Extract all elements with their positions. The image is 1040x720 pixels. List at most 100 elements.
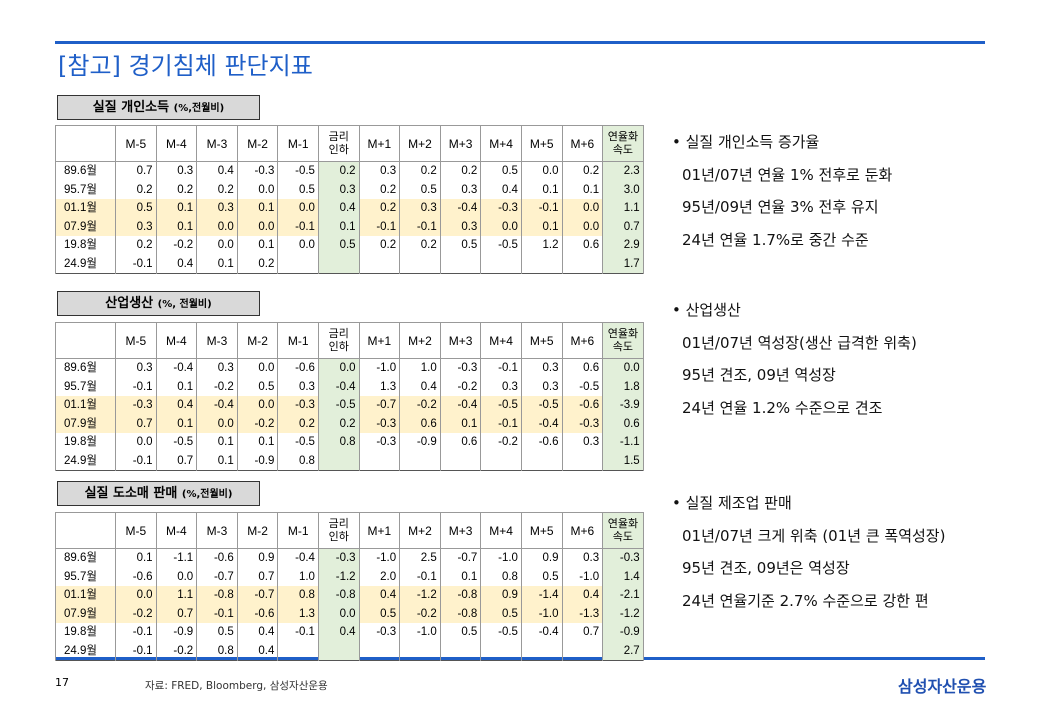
- data-row: 07.9월 0.3 0.1 0.0 0.0 -0.1 0.1 -0.1 -0.1 0.3 0.0 0.…: [55, 217, 644, 236]
- cell: 0.8: [480, 567, 522, 586]
- data-row: 24.9월 -0.1 0.4 0.1 0.2 1.7: [55, 254, 644, 274]
- row-date: 19.8월: [55, 623, 116, 642]
- cell: -1.3: [561, 604, 604, 623]
- cell: 0.4: [196, 161, 238, 181]
- column-header: M+3: [439, 512, 482, 549]
- label-unit: (%, 전월비): [157, 299, 212, 310]
- cell: -0.2: [196, 377, 238, 396]
- data-row: 07.9월 0.7 0.1 0.0 -0.2 0.2 0.2 -0.3 0.6 0.1 -0.1 -0…: [55, 414, 644, 433]
- cell: 0.2: [277, 414, 319, 433]
- cell: -0.5: [480, 396, 522, 415]
- cell: -0.5: [480, 623, 522, 642]
- cell: -0.3: [358, 414, 401, 433]
- cell: 2.9: [602, 236, 644, 255]
- cell: 0.0: [196, 217, 238, 236]
- data-row: 89.6월 0.1 -1.1 -0.6 0.9 -0.4 -0.3 -1.0 2.5 -0.7 -1…: [55, 548, 644, 568]
- cell: -0.5: [520, 396, 563, 415]
- column-header: M+6: [561, 125, 604, 162]
- header-line: 인하: [328, 143, 349, 156]
- cell: 0.8: [317, 433, 360, 452]
- cell: -0.3: [277, 396, 319, 415]
- cell: 2.7: [602, 641, 644, 661]
- cell: -0.1: [358, 217, 401, 236]
- cell: 0.2: [561, 161, 604, 181]
- column-header: M+4: [480, 125, 522, 162]
- column-header: 연율화 속도: [602, 512, 644, 549]
- cell: -0.2: [480, 433, 522, 452]
- cell: 0.2: [236, 254, 279, 274]
- cell: 0.1: [236, 433, 279, 452]
- cell: 0.4: [399, 377, 441, 396]
- data-row: 19.8월 0.2 -0.2 0.0 0.1 0.0 0.5 0.2 0.2 0.5 -0.5 1.2…: [55, 236, 644, 255]
- cell: -0.9: [236, 451, 279, 471]
- cell: 0.0: [196, 236, 238, 255]
- data-table: M-5 M-4 M-3 M-2 M-1 금리 인하 M+1 M+2 M+3 M+4 M+5 M+6 연율화…: [55, 322, 644, 471]
- cell: -0.7: [439, 548, 482, 568]
- column-header: M-5: [115, 125, 157, 162]
- cell: 0.6: [561, 358, 604, 378]
- cell: -0.2: [439, 377, 482, 396]
- cell: 0.3: [196, 358, 238, 378]
- cell: 0.7: [561, 623, 604, 642]
- cell: 0.0: [196, 414, 238, 433]
- cell: [399, 254, 441, 274]
- cell: -2.1: [602, 586, 644, 605]
- row-date: 07.9월: [55, 217, 116, 236]
- column-header: M+1: [358, 125, 401, 162]
- data-row: 24.9월 -0.1 -0.2 0.8 0.4 2.7: [55, 641, 644, 661]
- cell: 0.2: [115, 236, 157, 255]
- cell: -0.7: [236, 586, 279, 605]
- cell: -0.8: [196, 586, 238, 605]
- cell: 0.1: [439, 414, 482, 433]
- data-row: 07.9월 -0.2 0.7 -0.1 -0.6 1.3 0.0 0.5 -0.2 -0.8 0.5…: [55, 604, 644, 623]
- row-date: 24.9월: [55, 254, 116, 274]
- cell: 1.0: [277, 567, 319, 586]
- cell: -0.3: [358, 433, 401, 452]
- cell: 0.4: [561, 586, 604, 605]
- column-header: M+2: [399, 322, 441, 359]
- note-line: 24년 연율 1.7%로 중간 수준: [682, 230, 869, 249]
- row-date: 95.7월: [55, 567, 116, 586]
- column-header: M+3: [439, 322, 482, 359]
- cell: 0.2: [399, 161, 441, 181]
- cell: 0.3: [115, 217, 157, 236]
- cell: 1.4: [602, 567, 644, 586]
- title: [참고] 경기침체 판단지표: [58, 52, 313, 80]
- cell: -0.8: [317, 586, 360, 605]
- cell: 0.1: [196, 254, 238, 274]
- cell: 0.6: [399, 414, 441, 433]
- column-header: M-4: [155, 125, 198, 162]
- cell: -0.5: [155, 433, 198, 452]
- cell: [358, 641, 401, 661]
- cell: -1.0: [561, 567, 604, 586]
- column-header: M+4: [480, 512, 522, 549]
- cell: -0.5: [277, 433, 319, 452]
- column-header: 금리 인하: [317, 512, 360, 549]
- row-date: 95.7월: [55, 180, 116, 199]
- cell: [480, 451, 522, 471]
- cell: 1.3: [277, 604, 319, 623]
- cell: -0.3: [561, 414, 604, 433]
- cell: 2.5: [399, 548, 441, 568]
- row-date: 89.6월: [55, 161, 116, 181]
- cell: 0.3: [520, 358, 563, 378]
- cell: [439, 254, 482, 274]
- cell: 0.1: [520, 180, 563, 199]
- cell: -1.2: [317, 567, 360, 586]
- data-table: M-5 M-4 M-3 M-2 M-1 금리 인하 M+1 M+2 M+3 M+4 M+5 M+6 연율화…: [55, 512, 644, 661]
- cell: 0.0: [520, 161, 563, 181]
- cell: -0.1: [196, 604, 238, 623]
- cell: -0.5: [277, 161, 319, 181]
- cell: 2.3: [602, 161, 644, 181]
- cell: -0.2: [399, 396, 441, 415]
- column-header: M-2: [236, 125, 279, 162]
- column-header: M-3: [196, 125, 238, 162]
- cell: 0.2: [317, 161, 360, 181]
- cell: 0.0: [561, 217, 604, 236]
- header-row: M-5 M-4 M-3 M-2 M-1 금리 인하 M+1 M+2 M+3 M+4 M+5 M+6 연율화…: [55, 512, 644, 549]
- cell: 0.5: [480, 161, 522, 181]
- cell: [480, 254, 522, 274]
- column-header: M-2: [236, 512, 279, 549]
- header-row: M-5 M-4 M-3 M-2 M-1 금리 인하 M+1 M+2 M+3 M+4 M+5 M+6 연율화…: [55, 322, 644, 359]
